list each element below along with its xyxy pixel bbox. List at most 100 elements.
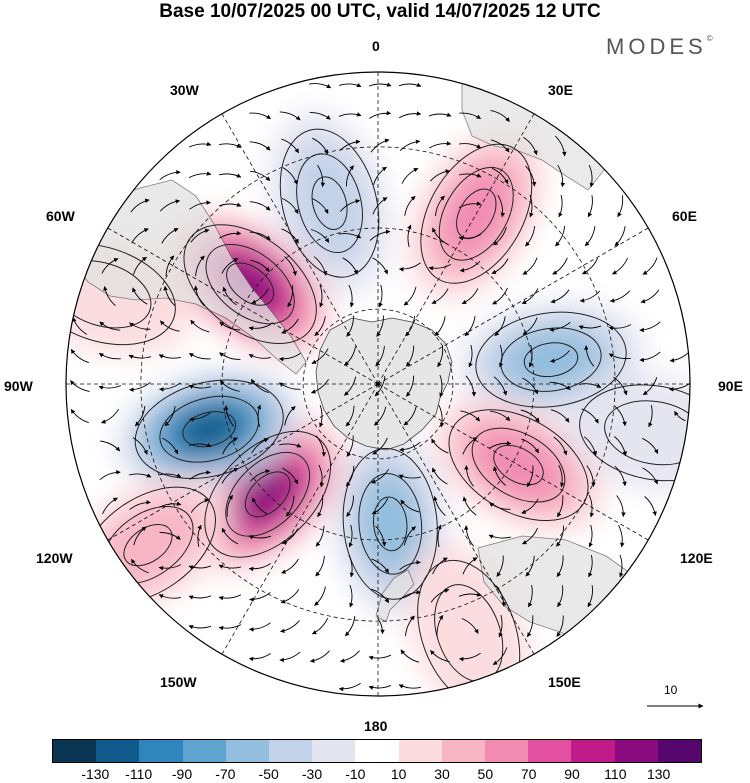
wind-vector-arrow [432, 227, 448, 245]
streamline-contour [342, 447, 438, 600]
wind-vector-arrow [314, 586, 326, 606]
wind-vector-arrow [98, 352, 121, 360]
wind-vector-arrow [579, 290, 601, 303]
wind-vector-arrow [614, 226, 626, 247]
wind-vector-arrow [218, 564, 242, 569]
wind-vector-arrow [642, 377, 658, 396]
wind-vector-arrow [529, 194, 534, 218]
wind-vector-arrow [345, 465, 355, 487]
wind-vector-arrow [197, 524, 202, 548]
wind-vector-arrow [492, 647, 508, 665]
wind-vector-arrow [221, 527, 238, 545]
wind-vector-arrow [492, 466, 506, 486]
wind-vector-arrow [434, 316, 446, 337]
wind-vector-arrow [429, 169, 451, 182]
wind-vector-arrow [158, 564, 182, 571]
wind-vector-arrow [398, 684, 421, 689]
wind-vector-arrow [490, 410, 511, 422]
colorbar-tick-label: -50 [258, 766, 279, 782]
wind-vector-arrow [248, 535, 272, 540]
wind-vector-arrow [405, 615, 415, 637]
lon-label-30e: 30E [548, 82, 573, 98]
wind-vector-arrow [522, 377, 539, 395]
wind-vector-arrow [525, 165, 537, 187]
wind-vector-arrow [525, 555, 535, 577]
wind-vector-arrow [462, 496, 477, 516]
wind-vector-arrow [159, 169, 181, 181]
wind-vector-arrow [371, 588, 390, 604]
wind-vector-arrow [188, 384, 212, 389]
wind-vector-arrow [433, 495, 446, 516]
wind-vector-arrow [552, 257, 568, 275]
wind-vector-arrow [188, 141, 212, 148]
colorbar-swatch [355, 740, 399, 762]
streamline-contour [66, 260, 152, 329]
colorbar-swatch [312, 740, 356, 762]
wind-vector-arrow [218, 173, 242, 178]
colorbar-tick-label: -30 [301, 766, 323, 782]
streamline-contour [226, 262, 275, 306]
wind-vector-arrow [250, 378, 269, 394]
lon-label-150w: 150W [160, 674, 197, 690]
wind-vector-arrow [309, 83, 332, 89]
streamline-contour [204, 430, 332, 558]
anomaly-contour-fill [359, 474, 421, 574]
wind-vector-arrow [129, 322, 151, 330]
wind-vector-arrow [522, 317, 538, 335]
colorbar-swatch [657, 740, 702, 762]
wind-vectors [70, 82, 690, 692]
wind-vector-arrow [461, 618, 479, 634]
wind-vector-arrow [189, 352, 211, 360]
wind-vector-arrow [520, 409, 540, 423]
wind-vector-arrow [458, 592, 482, 597]
wind-vector-arrow [281, 558, 299, 574]
wind-vector-arrow [431, 438, 449, 454]
colorbar-tick-label: 110 [604, 766, 627, 782]
wind-vector-arrow [99, 321, 121, 331]
wind-vector-arrow [348, 524, 353, 548]
wind-vector-arrow [403, 526, 416, 546]
wind-vector-arrow [583, 345, 595, 367]
wind-vector-arrow [521, 288, 539, 305]
lon-label-30w: 30W [170, 82, 199, 98]
wind-vector-arrow [550, 350, 570, 363]
wind-vector-arrow [218, 594, 242, 601]
colorbar-swatch [398, 740, 442, 762]
wind-vector-arrow [279, 651, 301, 663]
wind-vector-arrow [405, 345, 415, 367]
wind-vector-arrow [133, 526, 147, 546]
wind-vector-arrow [581, 257, 599, 275]
antarctica [315, 317, 453, 451]
wind-vector-arrow [431, 288, 449, 304]
wind-vector-arrow [346, 315, 354, 337]
wind-vector-arrow [462, 437, 478, 455]
wind-vector-arrow [158, 354, 181, 359]
wind-vector-arrow [437, 524, 442, 548]
colorbar-swatch [571, 740, 615, 762]
wind-vector-arrow [314, 316, 326, 337]
wind-vector-arrow [338, 82, 362, 88]
wind-vector-arrow [222, 286, 237, 306]
wind-vector-arrow [315, 555, 325, 577]
wind-vector-arrow [490, 109, 510, 122]
wind-vector-arrow [282, 467, 299, 485]
latitude-circle [302, 308, 454, 460]
wind-vector-arrow [642, 467, 658, 485]
wind-vector-arrow [310, 229, 330, 243]
wind-vector-arrow [614, 436, 628, 456]
wind-vector-arrow [613, 376, 628, 396]
wind-vector-arrow [159, 532, 181, 540]
colorbar-tick-label: -10 [345, 766, 366, 782]
wind-vector-arrow [372, 437, 388, 455]
wind-vector-arrow [248, 563, 271, 572]
colorbar-swatch [53, 740, 97, 762]
wind-vector-arrow [587, 585, 593, 608]
wind-vector-arrow [400, 649, 420, 663]
wind-vector-arrow [134, 406, 146, 427]
colorbar-tick-label: 90 [564, 766, 580, 782]
wind-vector-arrow [249, 201, 271, 211]
wind-vector-arrow [461, 288, 479, 305]
wind-vector-arrow [405, 315, 415, 337]
wind-vector-arrow [550, 409, 570, 423]
lon-label-0: 0 [372, 38, 380, 54]
